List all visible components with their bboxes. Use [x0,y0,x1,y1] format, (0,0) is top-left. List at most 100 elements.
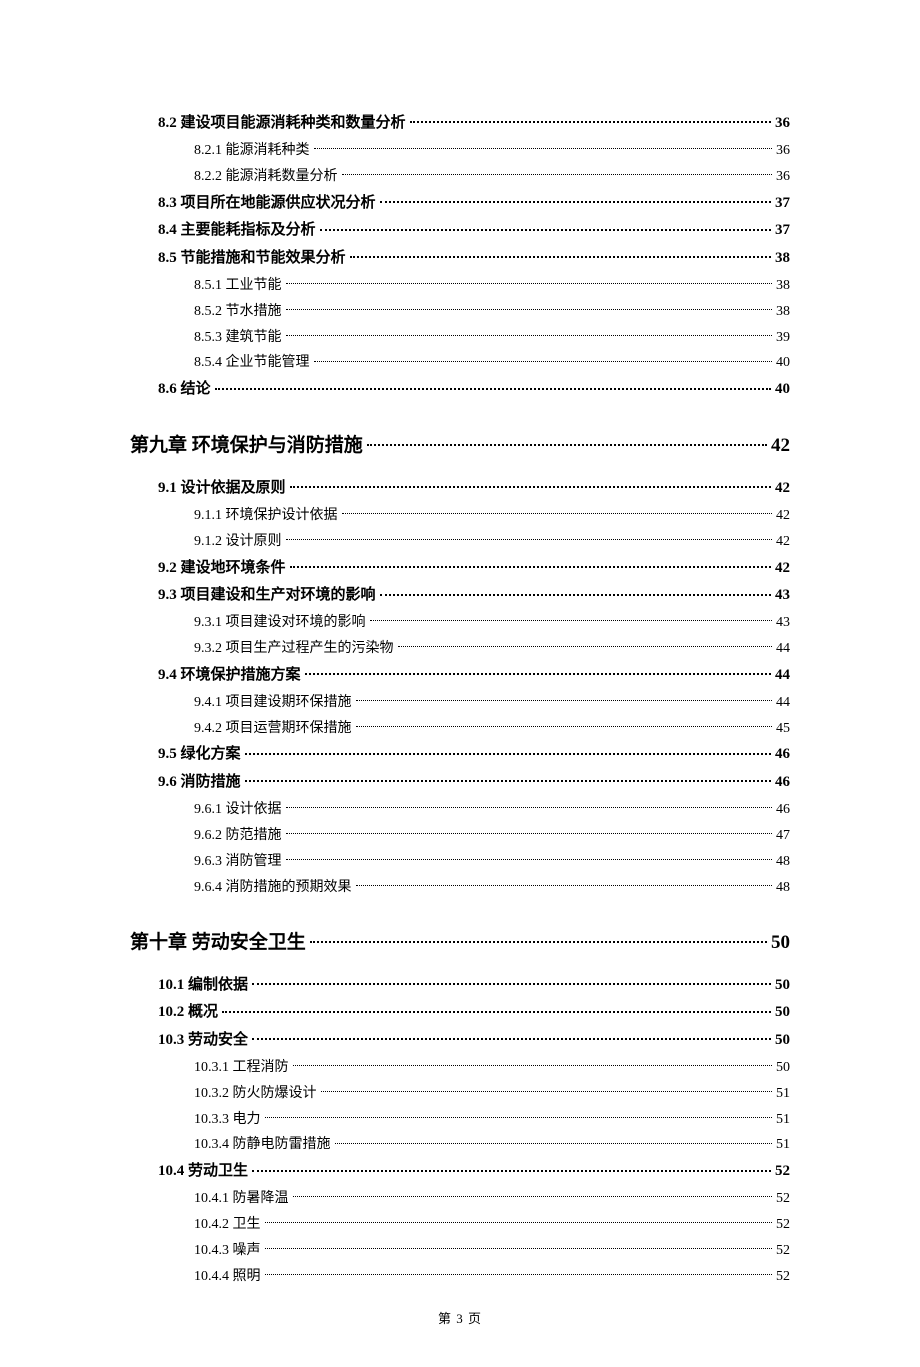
toc-page-number: 42 [776,529,790,555]
toc-page-number: 37 [775,190,790,218]
toc-leader-dots [282,531,777,545]
toc-leader-dots [286,557,775,572]
toc-page-number: 46 [775,769,790,797]
toc-entry: 8.2 建设项目能源消耗种类和数量分析36 [158,110,790,138]
toc-leader-dots [363,432,771,451]
toc-label: 10.2 概况 [158,999,218,1027]
toc-leader-dots [282,327,777,341]
toc-page-number: 51 [776,1081,790,1107]
toc-leader-dots [282,301,777,315]
toc-page-number: 40 [775,376,790,404]
toc-page-number: 44 [776,636,790,662]
toc-entry: 9.1.2 设计原则 42 [194,529,790,555]
toc-page-number: 37 [775,217,790,245]
toc-label: 8.3 项目所在地能源供应状况分析 [158,190,376,218]
toc-leader-dots [338,505,777,519]
toc-leader-dots [248,1029,775,1044]
toc-label: 9.1.2 设计原则 [194,529,282,555]
toc-entry: 8.2.2 能源消耗数量分析36 [194,164,790,190]
toc-entry: 10.3.1 工程消防50 [194,1055,790,1081]
toc-entry: 10.3.2 防火防爆设计51 [194,1081,790,1107]
toc-label: 9.4.2 项目运营期环保措施 [194,716,352,742]
toc-label: 8.5.1 工业节能 [194,273,282,299]
toc-entry: 9.5 绿化方案46 [158,741,790,769]
toc-page-number: 48 [776,875,790,901]
toc-page-number: 52 [776,1186,790,1212]
toc-page-number: 36 [775,110,790,138]
toc-entry: 8.5.1 工业节能38 [194,273,790,299]
toc-page-number: 42 [776,503,790,529]
toc-entry: 9.3.1 项目建设对环境的影响43 [194,610,790,636]
toc-entry: 8.5.3 建筑节能39 [194,325,790,351]
toc-entry: 9.6.2 防范措施 47 [194,823,790,849]
toc-label: 10.3.3 电力 [194,1107,261,1133]
toc-leader-dots [241,743,775,758]
toc-page-number: 39 [776,325,790,351]
toc-label: 9.6.2 防范措施 [194,823,282,849]
toc-leader-dots [346,247,775,262]
toc-label: 8.5.2 节水措施 [194,299,282,325]
toc-label: 8.6 结论 [158,376,211,404]
toc-label: 9.6.1 设计依据 [194,797,282,823]
toc-page-number: 50 [775,1027,790,1055]
toc-leader-dots [301,664,775,679]
toc-leader-dots [376,192,775,207]
toc-label: 9.3 项目建设和生产对环境的影响 [158,582,376,610]
toc-leader-dots [366,612,777,626]
toc-leader-dots [282,275,777,289]
toc-label: 第十章 劳动安全卫生 [130,927,306,954]
toc-page-number: 36 [776,164,790,190]
toc-page-number: 38 [775,245,790,273]
toc-entry: 10.4.3 噪声52 [194,1238,790,1264]
toc-label: 9.1 设计依据及原则 [158,475,286,503]
toc-page-number: 40 [776,350,790,376]
toc-leader-dots [376,584,775,599]
toc-page-number: 45 [776,716,790,742]
toc-label: 10.4.3 噪声 [194,1238,261,1264]
toc-label: 8.5.4 企业节能管理 [194,350,310,376]
toc-label: 10.4.4 照明 [194,1264,261,1290]
toc-entry: 9.6 消防措施 46 [158,769,790,797]
toc-page-number: 52 [776,1264,790,1290]
toc-entry: 10.4.1 防暑降温52 [194,1186,790,1212]
toc-page-number: 48 [776,849,790,875]
toc-entry: 9.3 项目建设和生产对环境的影响43 [158,582,790,610]
toc-entry: 10.4 劳动卫生52 [158,1158,790,1186]
toc-page-number: 47 [776,823,790,849]
toc-leader-dots [248,1160,775,1175]
toc-leader-dots [338,166,777,180]
toc-label: 9.6 消防措施 [158,769,241,797]
toc-entry: 9.2 建设地环境条件42 [158,555,790,583]
toc-label: 10.4 劳动卫生 [158,1158,248,1186]
toc-label: 9.2 建设地环境条件 [158,555,286,583]
toc-entry: 10.2 概况50 [158,999,790,1027]
toc-page-number: 44 [775,662,790,690]
toc-page-number: 52 [776,1212,790,1238]
toc-leader-dots [310,140,777,154]
toc-entry: 8.5 节能措施和节能效果分析38 [158,245,790,273]
toc-label: 10.3.4 防静电防雷措施 [194,1132,331,1158]
toc-page-number: 42 [775,475,790,503]
toc-leader-dots [352,718,777,732]
toc-leader-dots [331,1134,777,1148]
toc-page-number: 46 [776,797,790,823]
toc-entry: 10.3.3 电力51 [194,1107,790,1133]
toc-entry: 8.6 结论 40 [158,376,790,404]
toc-entry: 8.5.2 节水措施38 [194,299,790,325]
toc-leader-dots [282,825,777,839]
toc-entry: 8.3 项目所在地能源供应状况分析 37 [158,190,790,218]
toc-leader-dots [261,1214,777,1228]
toc-leader-dots [317,1083,777,1097]
toc-entry: 9.1.1 环境保护设计依据42 [194,503,790,529]
toc-leader-dots [282,851,777,865]
toc-page-number: 50 [776,1055,790,1081]
toc-leader-dots [306,929,771,948]
toc-page-number: 50 [775,972,790,1000]
toc-page-number: 43 [776,610,790,636]
toc-leader-dots [261,1109,777,1123]
toc-entry: 第九章 环境保护与消防措施42 [130,430,790,457]
toc-entry: 9.4 环境保护措施方案44 [158,662,790,690]
toc-leader-dots [352,692,777,706]
toc-entry: 9.6.1 设计依据 46 [194,797,790,823]
toc-entry: 8.5.4 企业节能管理 40 [194,350,790,376]
